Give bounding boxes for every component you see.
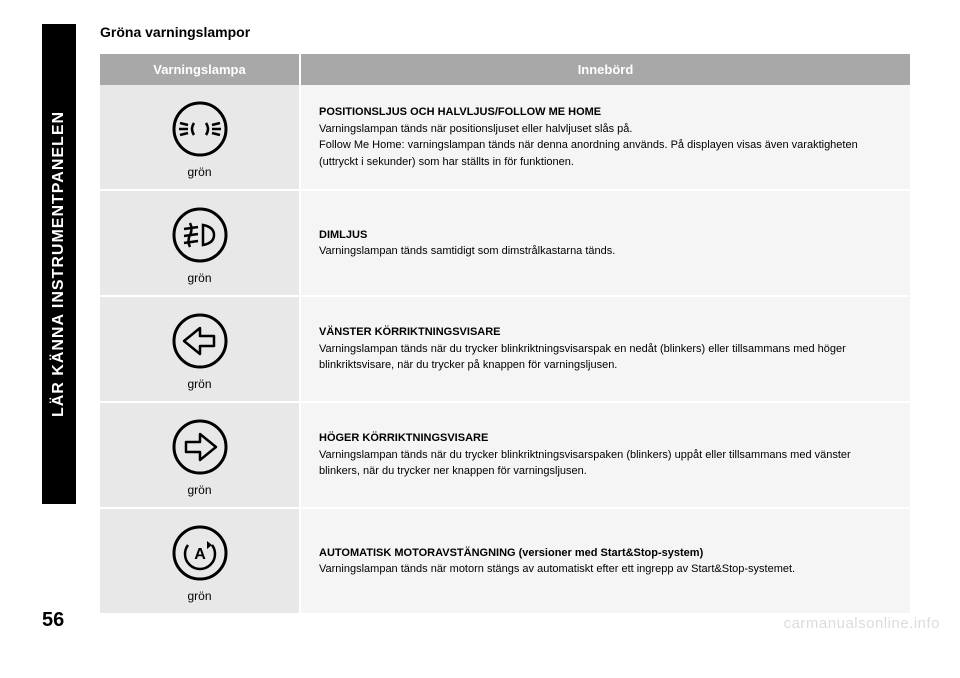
warning-lamps-table: Varningslampa Innebörd	[100, 54, 910, 615]
content-area: Gröna varningslampor Varningslampa Inneb…	[100, 24, 910, 615]
desc-cell: POSITIONSLJUS OCH HALVLJUS/FOLLOW ME HOM…	[300, 85, 910, 190]
table-row: grön HÖGER KÖRRIKTNINGSVISARE Varningsla…	[100, 402, 910, 508]
table-row: A grön AUTOMATISK MOTORAVSTÄNGNING (vers…	[100, 508, 910, 614]
desc-cell: DIMLJUS Varningslampan tänds samtidigt s…	[300, 190, 910, 296]
icon-cell: grön	[100, 190, 300, 296]
icon-cell: grön	[100, 296, 300, 402]
icon-label: grön	[104, 483, 295, 497]
table-row: grön POSITIONSLJUS OCH HALVLJUS/FOLLOW M…	[100, 85, 910, 190]
desc-cell: HÖGER KÖRRIKTNINGSVISARE Varningslampan …	[300, 402, 910, 508]
desc-body: Varningslampan tänds samtidigt som dimst…	[319, 245, 615, 257]
desc-body: Varningslampan tänds när motorn stängs a…	[319, 563, 795, 575]
position-lights-icon	[170, 99, 230, 159]
right-turn-icon	[170, 417, 230, 477]
fog-lights-icon	[170, 205, 230, 265]
desc-title: VÄNSTER KÖRRIKTNINGSVISARE	[319, 326, 501, 338]
watermark: carmanualsonline.info	[784, 615, 940, 632]
table-header-row: Varningslampa Innebörd	[100, 54, 910, 85]
icon-label: grön	[104, 377, 295, 391]
sidebar-label: LÄR KÄNNA INSTRUMENTPANELEN	[50, 111, 68, 417]
desc-title: AUTOMATISK MOTORAVSTÄNGNING (versioner m…	[319, 547, 703, 559]
desc-cell: AUTOMATISK MOTORAVSTÄNGNING (versioner m…	[300, 508, 910, 614]
icon-cell: grön	[100, 402, 300, 508]
header-desc-col: Innebörd	[300, 54, 910, 85]
left-turn-icon	[170, 311, 230, 371]
sidebar-tab: LÄR KÄNNA INSTRUMENTPANELEN	[42, 24, 76, 504]
desc-title: DIMLJUS	[319, 229, 367, 241]
table-row: grön VÄNSTER KÖRRIKTNINGSVISARE Varnings…	[100, 296, 910, 402]
manual-page: LÄR KÄNNA INSTRUMENTPANELEN 56 Gröna var…	[0, 0, 960, 678]
icon-cell: A grön	[100, 508, 300, 614]
svg-text:A: A	[194, 546, 206, 563]
desc-cell: VÄNSTER KÖRRIKTNINGSVISARE Varningslampa…	[300, 296, 910, 402]
icon-label: grön	[104, 589, 295, 603]
desc-title: POSITIONSLJUS OCH HALVLJUS/FOLLOW ME HOM…	[319, 106, 601, 118]
section-title: Gröna varningslampor	[100, 24, 910, 40]
start-stop-icon: A	[170, 523, 230, 583]
desc-title: HÖGER KÖRRIKTNINGSVISARE	[319, 432, 488, 444]
icon-cell: grön	[100, 85, 300, 190]
desc-body: Varningslampan tänds när positionsljuset…	[319, 123, 858, 168]
desc-body: Varningslampan tänds när du trycker blin…	[319, 343, 846, 372]
desc-body: Varningslampan tänds när du trycker blin…	[319, 449, 851, 478]
page-number: 56	[42, 609, 64, 632]
icon-label: grön	[104, 165, 295, 179]
table-row: grön DIMLJUS Varningslampan tänds samtid…	[100, 190, 910, 296]
header-icon-col: Varningslampa	[100, 54, 300, 85]
icon-label: grön	[104, 271, 295, 285]
